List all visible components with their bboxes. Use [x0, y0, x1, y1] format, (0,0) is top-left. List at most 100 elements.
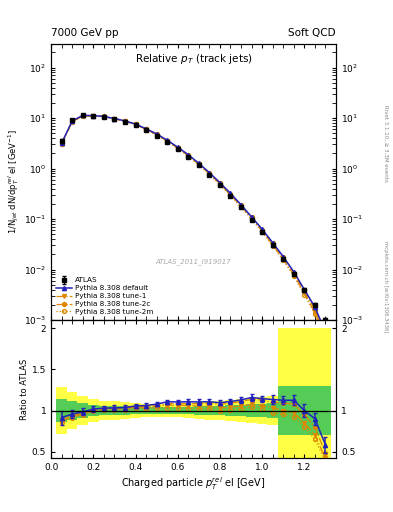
Pythia 8.308 tune-2c	[154, 131, 159, 137]
Bar	[77, 403, 88, 418]
Text: Relative $p_{T}$ (track jets): Relative $p_{T}$ (track jets)	[135, 52, 252, 66]
Bar	[109, 406, 120, 415]
Bar	[99, 406, 109, 415]
Pythia 8.308 tune-2m	[175, 145, 180, 152]
Bar	[173, 404, 183, 417]
Bar	[320, 386, 331, 435]
Pythia 8.308 tune-1	[101, 114, 106, 120]
Bar	[257, 397, 267, 424]
Pythia 8.308 tune-1	[112, 116, 117, 122]
Pythia 8.308 default	[112, 115, 117, 121]
Pythia 8.308 tune-2c	[302, 288, 307, 294]
Line: Pythia 8.308 tune-2m: Pythia 8.308 tune-2m	[60, 114, 327, 343]
Pythia 8.308 tune-2m	[196, 162, 201, 168]
Pythia 8.308 tune-2c	[292, 270, 296, 276]
Pythia 8.308 tune-2c	[249, 215, 254, 221]
Bar	[267, 403, 278, 418]
Pythia 8.308 tune-2m	[218, 182, 222, 188]
Text: ATLAS_2011_I919017: ATLAS_2011_I919017	[156, 259, 231, 265]
Pythia 8.308 default	[59, 140, 64, 146]
Pythia 8.308 tune-2c	[112, 115, 117, 121]
Pythia 8.308 tune-1	[323, 336, 328, 342]
Bar	[162, 407, 173, 414]
Pythia 8.308 tune-1	[207, 170, 212, 177]
Bar	[288, 386, 299, 435]
Bar	[183, 407, 193, 414]
Pythia 8.308 tune-2m	[101, 114, 106, 120]
Bar	[246, 404, 257, 417]
Bar	[204, 401, 215, 419]
Pythia 8.308 default	[302, 287, 307, 293]
Bar	[225, 405, 236, 416]
Bar	[151, 407, 162, 414]
Pythia 8.308 tune-2c	[270, 240, 275, 246]
Pythia 8.308 tune-2c	[175, 144, 180, 151]
Pythia 8.308 default	[323, 329, 328, 335]
Pythia 8.308 default	[101, 113, 106, 119]
Bar	[278, 328, 288, 460]
Pythia 8.308 tune-2m	[249, 216, 254, 222]
Bar	[67, 401, 77, 419]
Pythia 8.308 tune-1	[59, 141, 64, 147]
Text: Rivet 3.1.10, ≥ 3.3M events: Rivet 3.1.10, ≥ 3.3M events	[384, 105, 388, 182]
Pythia 8.308 tune-2m	[59, 141, 64, 147]
Bar	[257, 404, 267, 417]
Pythia 8.308 tune-2m	[292, 273, 296, 279]
Pythia 8.308 default	[91, 113, 95, 119]
Pythia 8.308 default	[312, 304, 317, 310]
Pythia 8.308 tune-2c	[133, 121, 138, 127]
Pythia 8.308 tune-1	[239, 203, 243, 209]
Bar	[215, 406, 225, 415]
Pythia 8.308 tune-2m	[270, 243, 275, 249]
Pythia 8.308 tune-2c	[218, 180, 222, 186]
Bar	[162, 404, 173, 417]
Pythia 8.308 default	[144, 125, 149, 132]
Pythia 8.308 tune-2m	[123, 118, 127, 124]
Pythia 8.308 default	[207, 169, 212, 176]
Pythia 8.308 tune-1	[292, 272, 296, 278]
Pythia 8.308 tune-2c	[70, 118, 75, 124]
Bar	[120, 407, 130, 415]
Text: 7000 GeV pp: 7000 GeV pp	[51, 28, 119, 38]
Bar	[236, 399, 246, 422]
Pythia 8.308 tune-1	[91, 113, 95, 119]
Pythia 8.308 tune-1	[81, 113, 85, 119]
Pythia 8.308 tune-1	[196, 161, 201, 167]
Bar	[299, 328, 310, 460]
Pythia 8.308 tune-1	[312, 310, 317, 316]
Bar	[173, 407, 183, 414]
Pythia 8.308 default	[239, 202, 243, 208]
Pythia 8.308 default	[175, 144, 180, 150]
Pythia 8.308 default	[218, 180, 222, 186]
Pythia 8.308 tune-2m	[70, 119, 75, 125]
Pythia 8.308 tune-1	[165, 138, 169, 144]
Line: Pythia 8.308 default: Pythia 8.308 default	[60, 113, 327, 334]
Pythia 8.308 tune-2c	[260, 226, 264, 232]
Pythia 8.308 tune-2m	[165, 139, 169, 145]
Pythia 8.308 tune-2m	[239, 204, 243, 210]
Pythia 8.308 tune-2c	[196, 161, 201, 167]
Pythia 8.308 tune-1	[133, 121, 138, 127]
Text: Soft QCD: Soft QCD	[288, 28, 336, 38]
Bar	[320, 328, 331, 460]
Pythia 8.308 tune-1	[123, 118, 127, 124]
Bar	[120, 402, 130, 419]
Pythia 8.308 default	[292, 269, 296, 275]
Bar	[193, 402, 204, 419]
Pythia 8.308 tune-2m	[81, 113, 85, 119]
Bar	[88, 399, 99, 422]
Pythia 8.308 tune-2c	[281, 254, 286, 260]
Pythia 8.308 default	[228, 190, 233, 197]
Pythia 8.308 tune-2c	[323, 333, 328, 339]
Pythia 8.308 tune-1	[186, 153, 191, 159]
Pythia 8.308 tune-2c	[165, 138, 169, 144]
Pythia 8.308 tune-1	[281, 256, 286, 262]
Pythia 8.308 tune-2c	[207, 170, 212, 176]
Bar	[109, 401, 120, 419]
Pythia 8.308 tune-2c	[186, 152, 191, 158]
Pythia 8.308 tune-1	[144, 126, 149, 133]
Pythia 8.308 tune-2c	[312, 307, 317, 313]
Pythia 8.308 tune-2m	[228, 193, 233, 199]
Pythia 8.308 tune-2c	[144, 126, 149, 132]
Bar	[225, 400, 236, 421]
